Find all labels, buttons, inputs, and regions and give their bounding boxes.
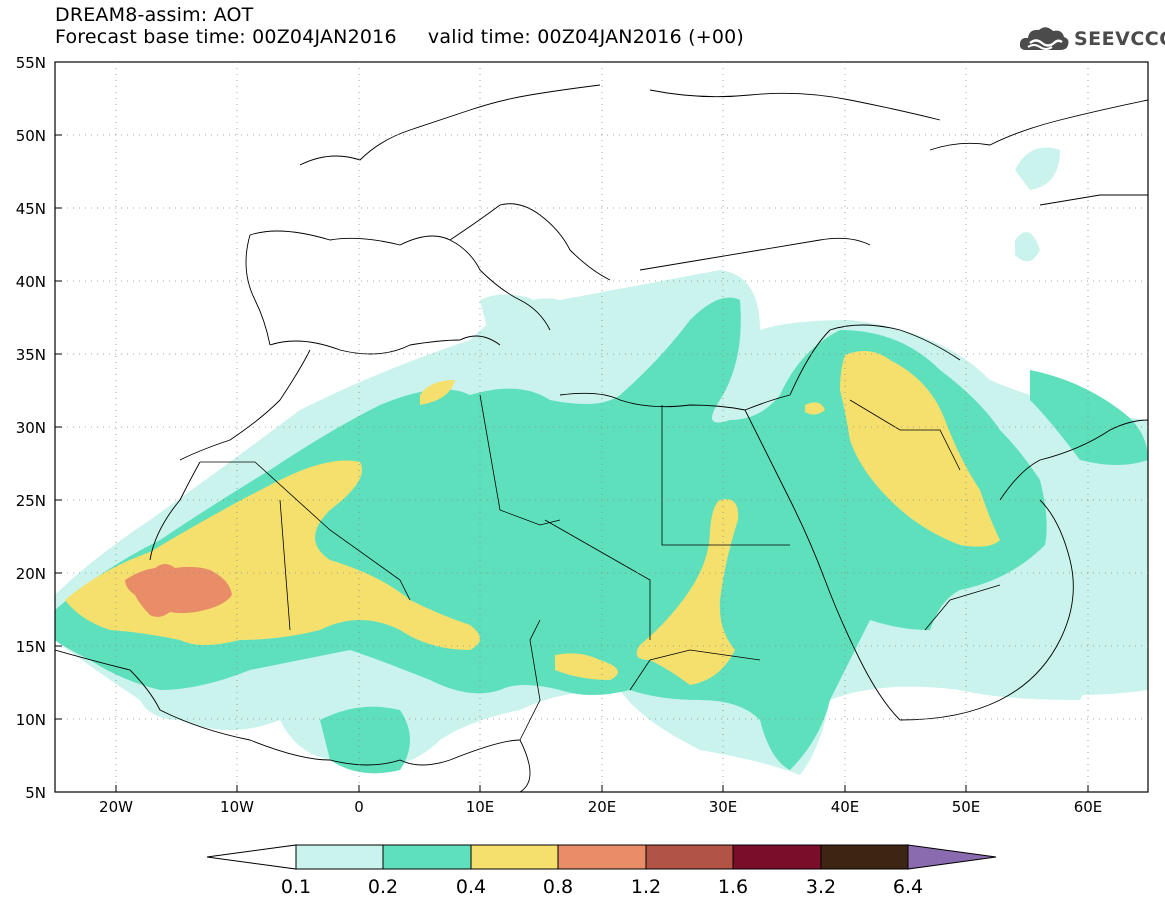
colorbar-label: 0.8 <box>543 876 573 898</box>
aot-level-0-2 <box>55 297 1148 774</box>
colorbar-label: 1.6 <box>718 876 748 898</box>
colorbar-label: 0.2 <box>368 876 398 898</box>
country-borders <box>55 84 1148 792</box>
aot-shading <box>55 84 1148 792</box>
colorbar-box <box>382 844 472 870</box>
colorbar-labels: 0.1 0.2 0.4 0.8 1.2 1.6 3.2 6.4 <box>281 876 923 898</box>
seevccc-logo: SEEVCCC <box>1018 22 1165 56</box>
lon-label: 60E <box>1074 798 1103 816</box>
colorbar-label: 1.2 <box>631 876 661 898</box>
latitude-labels: 55N 50N 45N 40N 35N 30N 25N 20N 15N 10N … <box>16 54 46 802</box>
logo-label: SEEVCCC <box>1074 28 1165 50</box>
lat-label: 25N <box>16 492 46 510</box>
cloud-icon <box>1019 27 1069 50</box>
map-title: DREAM8-assim: AOT <box>55 4 254 26</box>
lon-label: 0 <box>354 798 364 816</box>
country-lines <box>200 394 1001 741</box>
lon-label: 20W <box>99 798 133 816</box>
lon-label: 50E <box>952 798 981 816</box>
colorbar-box <box>470 844 559 870</box>
longitude-labels: 20W 10W 0 10E 20E 30E 40E 50E 60E <box>99 798 1102 816</box>
aot-level-0-8 <box>125 564 232 617</box>
lat-label: 15N <box>16 638 46 656</box>
lat-label: 20N <box>16 565 46 583</box>
lat-label: 50N <box>16 127 46 145</box>
colorbar-box <box>645 844 734 870</box>
lat-label: 30N <box>16 419 46 437</box>
lat-label: 40N <box>16 273 46 291</box>
map-subtitle: Forecast base time: 00Z04JAN2016 valid t… <box>55 26 745 48</box>
colorbar-box <box>557 844 647 870</box>
lat-label: 35N <box>16 346 46 364</box>
colorbar-box <box>732 844 822 870</box>
lon-label: 10W <box>220 798 254 816</box>
colorbar-box <box>295 844 384 870</box>
axis-ticks <box>55 61 1089 793</box>
lon-label: 30E <box>709 798 738 816</box>
colorbar-label: 0.4 <box>456 876 486 898</box>
lat-label: 5N <box>25 784 46 802</box>
colorbar-box <box>820 844 909 870</box>
lat-label: 45N <box>16 200 46 218</box>
colorbar <box>206 844 997 870</box>
colorbar-label: 3.2 <box>806 876 836 898</box>
graticule <box>55 62 1148 792</box>
lon-label: 40E <box>831 798 860 816</box>
colorbar-min-arrow <box>206 844 297 870</box>
colorbar-max-arrow <box>907 844 997 870</box>
lat-label: 55N <box>16 54 46 72</box>
lat-label: 10N <box>16 711 46 729</box>
colorbar-label: 6.4 <box>893 876 923 898</box>
lon-label: 10E <box>466 798 495 816</box>
lon-label: 20E <box>588 798 617 816</box>
colorbar-label: 0.1 <box>281 876 311 898</box>
